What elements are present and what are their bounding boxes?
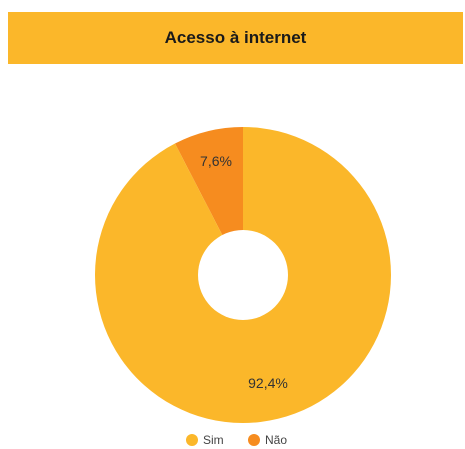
- slice-label-sim: 92,4%: [248, 375, 288, 391]
- slice-label-n-o: 7,6%: [200, 153, 232, 169]
- legend: Sim Não: [186, 433, 287, 447]
- legend-marker-sim: [186, 434, 198, 446]
- legend-label-sim: Sim: [203, 433, 224, 447]
- legend-label-n-o: Não: [265, 433, 287, 447]
- legend-marker-n-o: [248, 434, 260, 446]
- donut-hole: [198, 230, 288, 320]
